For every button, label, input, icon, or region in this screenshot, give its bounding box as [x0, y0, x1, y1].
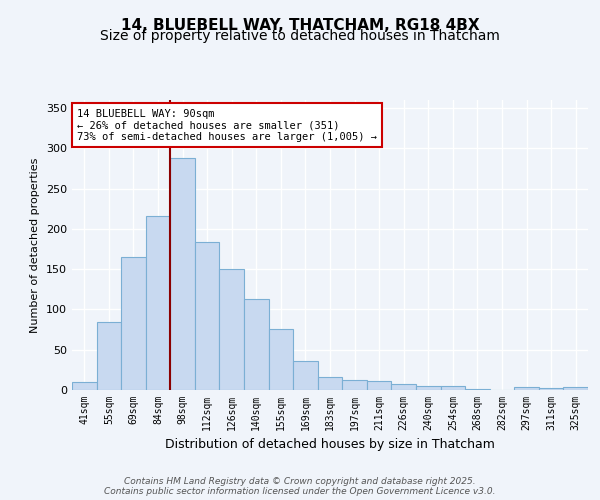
Bar	[195, 242, 220, 390]
X-axis label: Distribution of detached houses by size in Thatcham: Distribution of detached houses by size …	[165, 438, 495, 452]
Text: Contains public sector information licensed under the Open Government Licence v3: Contains public sector information licen…	[104, 488, 496, 496]
Bar	[170, 158, 195, 390]
Bar	[269, 329, 293, 390]
Y-axis label: Number of detached properties: Number of detached properties	[31, 158, 40, 332]
Bar	[539, 388, 563, 390]
Bar	[293, 361, 318, 390]
Bar	[342, 380, 367, 390]
Bar	[440, 386, 465, 390]
Bar	[220, 269, 244, 390]
Bar	[72, 382, 97, 390]
Bar	[391, 384, 416, 390]
Bar	[465, 389, 490, 390]
Bar	[563, 387, 588, 390]
Text: Size of property relative to detached houses in Thatcham: Size of property relative to detached ho…	[100, 29, 500, 43]
Text: Contains HM Land Registry data © Crown copyright and database right 2025.: Contains HM Land Registry data © Crown c…	[124, 478, 476, 486]
Bar	[97, 322, 121, 390]
Bar	[244, 299, 269, 390]
Text: 14, BLUEBELL WAY, THATCHAM, RG18 4BX: 14, BLUEBELL WAY, THATCHAM, RG18 4BX	[121, 18, 479, 32]
Bar	[514, 387, 539, 390]
Bar	[416, 386, 440, 390]
Bar	[318, 377, 342, 390]
Bar	[367, 381, 391, 390]
Bar	[121, 257, 146, 390]
Bar	[146, 216, 170, 390]
Text: 14 BLUEBELL WAY: 90sqm
← 26% of detached houses are smaller (351)
73% of semi-de: 14 BLUEBELL WAY: 90sqm ← 26% of detached…	[77, 108, 377, 142]
